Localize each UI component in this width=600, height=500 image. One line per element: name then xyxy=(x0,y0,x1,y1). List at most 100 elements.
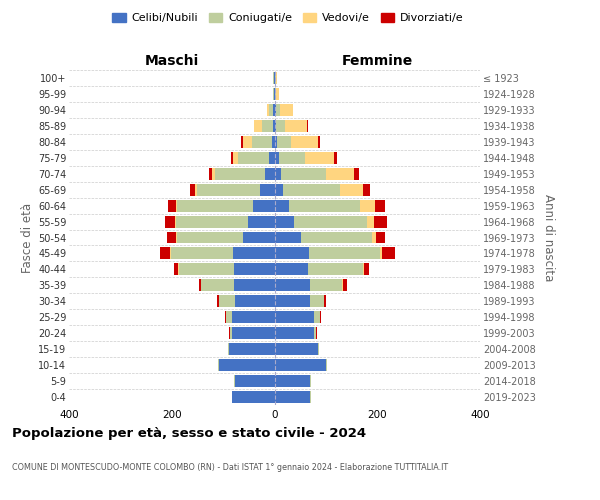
Bar xyxy=(275,280,310,291)
Bar xyxy=(176,200,177,211)
Bar xyxy=(275,359,326,371)
Bar xyxy=(175,264,178,276)
Bar xyxy=(343,280,347,291)
Bar xyxy=(275,136,277,148)
Bar xyxy=(276,120,285,132)
Bar xyxy=(170,248,171,260)
Y-axis label: Anni di nascita: Anni di nascita xyxy=(542,194,555,281)
Bar xyxy=(310,296,324,308)
Bar xyxy=(273,88,274,100)
Bar xyxy=(265,168,275,179)
Bar xyxy=(253,200,275,211)
Bar xyxy=(317,136,320,148)
Bar xyxy=(179,264,235,276)
Bar xyxy=(197,184,260,196)
Bar xyxy=(326,359,327,371)
Bar xyxy=(340,184,364,196)
Bar xyxy=(215,168,265,179)
Bar xyxy=(175,216,176,228)
Text: COMUNE DI MONTESCUDO-MONTE COLOMBO (RN) - Dati ISTAT 1° gennaio 2024 - Elaborazi: COMUNE DI MONTESCUDO-MONTE COLOMBO (RN) … xyxy=(12,462,448,471)
Bar xyxy=(278,152,305,164)
Text: Maschi: Maschi xyxy=(145,54,199,68)
Bar xyxy=(273,120,275,132)
Bar xyxy=(167,232,176,243)
Bar xyxy=(289,200,360,211)
Bar xyxy=(280,104,293,116)
Bar xyxy=(235,264,275,276)
Bar xyxy=(291,136,317,148)
Bar xyxy=(219,296,235,308)
Bar xyxy=(307,120,308,132)
Bar xyxy=(318,343,319,355)
Bar xyxy=(276,88,278,100)
Bar xyxy=(274,104,275,116)
Bar xyxy=(232,312,275,323)
Bar xyxy=(382,248,395,260)
Bar xyxy=(177,232,242,243)
Bar xyxy=(233,248,275,260)
Bar xyxy=(374,216,387,228)
Bar xyxy=(275,216,294,228)
Bar xyxy=(380,248,382,260)
Bar xyxy=(324,296,326,308)
Bar xyxy=(272,136,275,148)
Bar xyxy=(260,184,275,196)
Bar xyxy=(242,232,275,243)
Bar xyxy=(364,264,369,276)
Bar xyxy=(168,200,176,211)
Bar xyxy=(354,168,359,179)
Bar xyxy=(235,296,275,308)
Bar xyxy=(262,120,273,132)
Bar xyxy=(269,152,275,164)
Bar xyxy=(376,232,385,243)
Bar xyxy=(275,375,310,387)
Bar xyxy=(320,312,321,323)
Bar xyxy=(243,136,253,148)
Bar xyxy=(176,216,248,228)
Bar xyxy=(305,152,334,164)
Bar xyxy=(267,104,269,116)
Bar xyxy=(310,280,343,291)
Bar xyxy=(199,280,201,291)
Bar xyxy=(232,391,275,403)
Bar xyxy=(171,248,233,260)
Bar xyxy=(248,216,275,228)
Bar xyxy=(285,120,307,132)
Bar xyxy=(275,296,310,308)
Bar xyxy=(360,200,375,211)
Bar xyxy=(275,343,318,355)
Bar xyxy=(233,152,238,164)
Bar xyxy=(281,168,326,179)
Bar xyxy=(275,104,280,116)
Bar xyxy=(196,184,197,196)
Bar xyxy=(176,232,177,243)
Bar xyxy=(230,327,232,339)
Bar xyxy=(275,200,289,211)
Bar xyxy=(164,216,175,228)
Bar xyxy=(218,359,219,371)
Bar xyxy=(228,343,229,355)
Bar xyxy=(231,152,233,164)
Bar xyxy=(275,88,276,100)
Bar xyxy=(334,152,337,164)
Bar xyxy=(314,312,320,323)
Bar xyxy=(235,375,275,387)
Bar xyxy=(301,232,372,243)
Bar xyxy=(375,200,385,211)
Bar xyxy=(253,136,272,148)
Bar xyxy=(372,232,376,243)
Bar xyxy=(201,280,235,291)
Bar xyxy=(275,327,314,339)
Bar xyxy=(225,312,226,323)
Bar xyxy=(275,184,283,196)
Bar xyxy=(177,200,253,211)
Bar xyxy=(275,248,310,260)
Bar xyxy=(275,120,276,132)
Legend: Celibi/Nubili, Coniugati/e, Vedovi/e, Divorziati/e: Celibi/Nubili, Coniugati/e, Vedovi/e, Di… xyxy=(108,8,468,28)
Bar xyxy=(217,296,219,308)
Bar xyxy=(238,152,269,164)
Bar xyxy=(308,264,364,276)
Text: Popolazione per età, sesso e stato civile - 2024: Popolazione per età, sesso e stato civil… xyxy=(12,428,366,440)
Bar xyxy=(275,152,278,164)
Bar xyxy=(229,343,275,355)
